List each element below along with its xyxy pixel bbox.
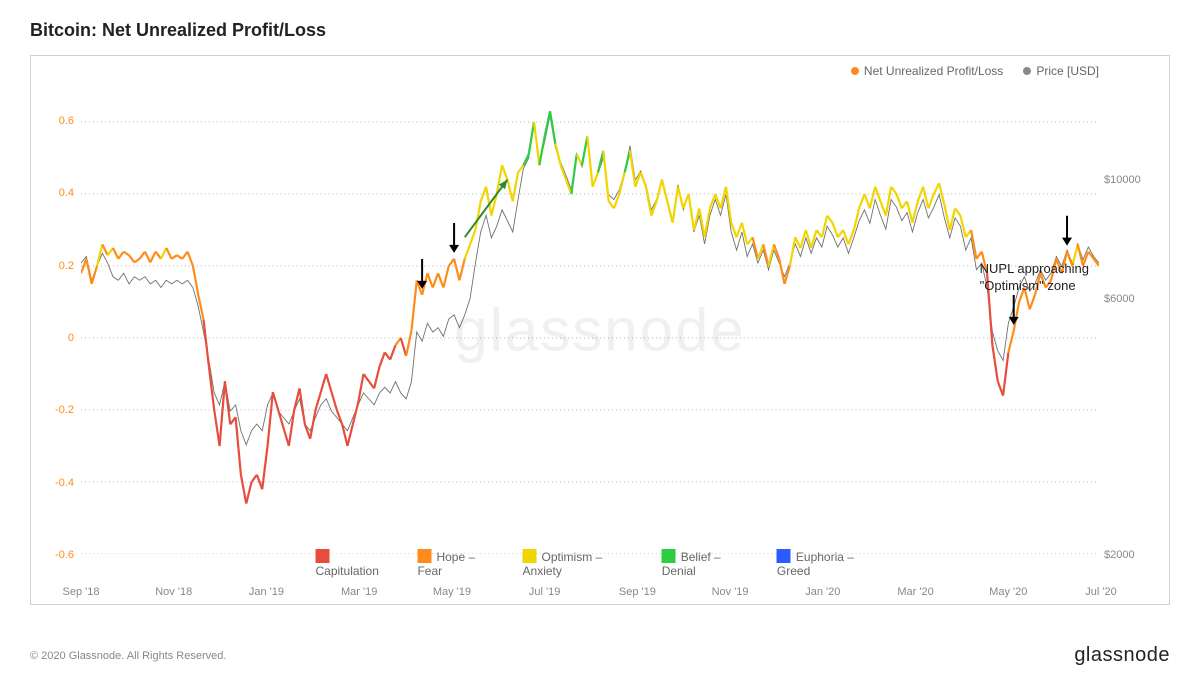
annotation-nupl-optimism: NUPL approaching "Optimism" zone (980, 261, 1089, 295)
x-tick: Nov '18 (144, 586, 204, 598)
legend-bottom: Capitulation Hope – Fear Optimism – Anxiet… (316, 549, 885, 578)
y-left-tick: -0.4 (39, 477, 74, 489)
y-right-tick: $2000 (1104, 549, 1159, 561)
y-right-tick: $6000 (1104, 293, 1159, 305)
page-title: Bitcoin: Net Unrealized Profit/Loss (30, 20, 1170, 41)
legend-item: Optimism – Anxiety (523, 549, 638, 578)
y-left-tick: 0.4 (39, 187, 74, 199)
x-tick: Jul '19 (515, 586, 575, 598)
x-tick: Jul '20 (1071, 586, 1131, 598)
y-left-tick: -0.6 (39, 549, 74, 561)
x-tick: Sep '19 (607, 586, 667, 598)
x-tick: Jan '20 (793, 586, 853, 598)
legend-item: Belief – Denial (662, 549, 753, 578)
x-tick: May '20 (978, 586, 1038, 598)
y-left-tick: -0.2 (39, 404, 74, 416)
x-tick: May '19 (422, 586, 482, 598)
brand-logo: glassnode (1074, 644, 1170, 667)
legend-item: Capitulation (316, 549, 394, 578)
chart-area: glassnode Net Unrealized Profit/Loss Pri… (30, 55, 1170, 605)
legend-price: Price [USD] (1023, 64, 1099, 78)
y-left-tick: 0.6 (39, 115, 74, 127)
plot-area (81, 86, 1099, 554)
legend-item: Hope – Fear (417, 549, 498, 578)
legend-top: Net Unrealized Profit/Loss Price [USD] (851, 64, 1099, 78)
y-left-tick: 0 (39, 332, 74, 344)
x-tick: Nov '19 (700, 586, 760, 598)
legend-nupl: Net Unrealized Profit/Loss (851, 64, 1003, 78)
legend-item: Euphoria – Greed (777, 549, 885, 578)
x-tick: Mar '19 (329, 586, 389, 598)
copyright: © 2020 Glassnode. All Rights Reserved. (30, 650, 226, 662)
y-left-tick: 0.2 (39, 260, 74, 272)
x-tick: Jan '19 (236, 586, 296, 598)
y-right-tick: $10000 (1104, 174, 1159, 186)
x-tick: Mar '20 (886, 586, 946, 598)
x-tick: Sep '18 (51, 586, 111, 598)
